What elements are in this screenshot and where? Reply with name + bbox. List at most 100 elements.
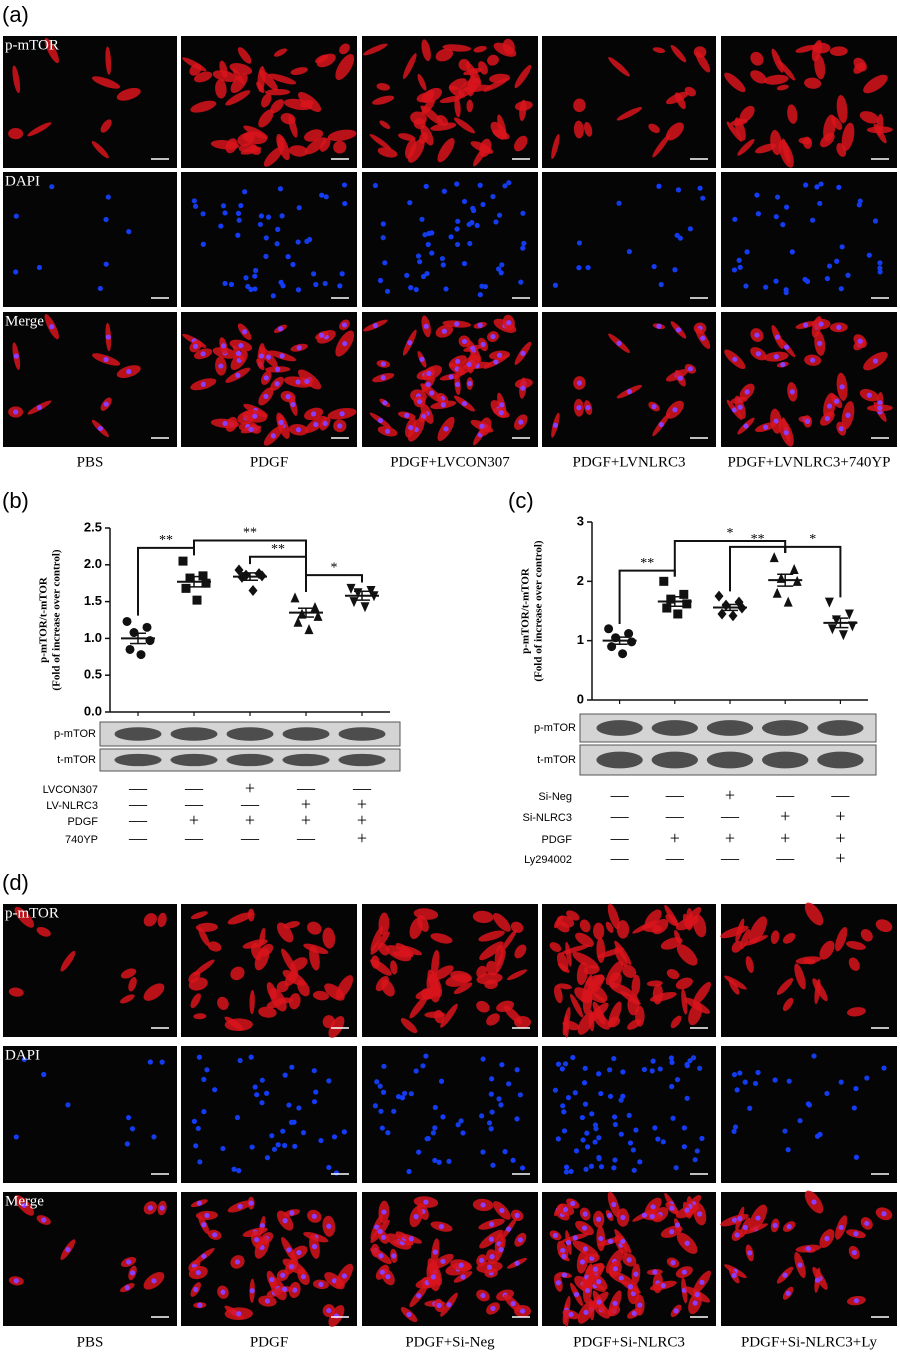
nucleus: [563, 1169, 570, 1175]
nucleus: [881, 1211, 887, 1217]
nucleus: [103, 261, 109, 267]
nucleus: [264, 1090, 270, 1096]
nucleus: [881, 1065, 887, 1071]
nucleus: [426, 370, 432, 377]
data-point: [234, 564, 244, 576]
blot-band: [170, 727, 218, 741]
cell-body: [128, 977, 137, 992]
micrograph: [181, 172, 357, 307]
nucleus: [627, 1284, 634, 1290]
cell-body: [219, 60, 228, 78]
nucleus: [684, 1207, 690, 1213]
nucleus: [200, 381, 206, 387]
cell-body: [670, 1015, 682, 1029]
nucleus: [13, 409, 19, 415]
nucleus: [486, 1120, 493, 1126]
nucleus: [877, 260, 883, 266]
nucleus: [380, 361, 386, 367]
nucleus: [697, 1211, 703, 1217]
nucleus: [304, 238, 310, 244]
nucleus: [611, 1114, 618, 1120]
nucleus: [598, 1090, 604, 1097]
data-point: [662, 603, 672, 613]
cells: [182, 43, 357, 167]
nucleus: [581, 1080, 588, 1086]
cell-body: [207, 941, 222, 952]
nucleus: [458, 1262, 464, 1268]
significance-label: **: [271, 542, 285, 557]
nucleus: [731, 407, 738, 413]
nucleus: [817, 340, 823, 347]
nucleus: [576, 405, 582, 411]
nucleus: [877, 405, 883, 411]
nucleus: [296, 345, 302, 351]
nucleus: [218, 223, 224, 229]
cell-body: [413, 908, 439, 920]
nucleus: [201, 1109, 207, 1115]
nucleus: [839, 384, 845, 390]
micrograph: [3, 312, 177, 447]
nucleus: [440, 262, 446, 268]
nucleus: [97, 285, 103, 292]
nucleus: [103, 356, 109, 363]
nucleus: [496, 266, 502, 272]
cell-body: [335, 53, 355, 81]
nucleus: [454, 226, 460, 232]
nucleus: [41, 1071, 47, 1078]
nucleus: [432, 1104, 438, 1111]
nucleus: [380, 375, 386, 381]
data-point: [349, 597, 359, 608]
nucleus: [561, 1128, 568, 1134]
cell-body: [120, 994, 135, 1004]
nucleus: [441, 188, 447, 194]
nucleus: [236, 1311, 242, 1317]
column-label: PDGF: [250, 454, 288, 470]
nucleus: [518, 279, 524, 285]
nucleus: [300, 1130, 307, 1136]
nucleus: [660, 1282, 666, 1289]
nucleus: [407, 200, 413, 206]
treatment-mark: —: [128, 810, 148, 830]
nucleus: [572, 1235, 578, 1241]
cell-body: [120, 968, 137, 979]
treatment-mark: —: [128, 794, 148, 814]
nucleus: [275, 1142, 281, 1148]
nucleus: [774, 334, 781, 340]
nucleus: [681, 1125, 687, 1131]
nucleus: [651, 403, 657, 410]
cell-body: [846, 941, 866, 950]
cell-body: [379, 120, 391, 129]
nucleus: [125, 1259, 132, 1265]
nucleus: [674, 1077, 681, 1083]
nucleus: [285, 394, 291, 400]
data-point: [136, 650, 146, 660]
blot-label: p-mTOR: [54, 728, 96, 740]
nucleus: [461, 400, 468, 407]
cell-body: [188, 977, 208, 991]
nucleus: [641, 1066, 647, 1073]
nucleus: [197, 1159, 203, 1165]
blot-band: [817, 720, 864, 736]
nucleus: [797, 1118, 803, 1124]
treatment-mark: —: [720, 806, 740, 826]
nucleus: [514, 1116, 520, 1122]
nucleus: [288, 1119, 295, 1125]
nucleus: [191, 1118, 197, 1124]
cells: [363, 314, 533, 446]
nucleus: [584, 1130, 590, 1136]
nucleus: [470, 205, 476, 211]
nucleus: [103, 216, 109, 223]
y-tick-label: 2.5: [84, 519, 102, 534]
data-point: [181, 583, 191, 593]
significance-label: *: [331, 560, 338, 575]
nucleus: [41, 1217, 47, 1223]
nucleus: [588, 1163, 595, 1169]
cell-body: [763, 74, 789, 85]
nucleus: [461, 338, 468, 345]
cell-body: [413, 118, 426, 130]
cell-body: [804, 902, 824, 926]
nucleus: [742, 1224, 748, 1231]
nucleus: [201, 1222, 207, 1228]
blot-band: [170, 753, 218, 767]
nucleus: [499, 1207, 505, 1214]
